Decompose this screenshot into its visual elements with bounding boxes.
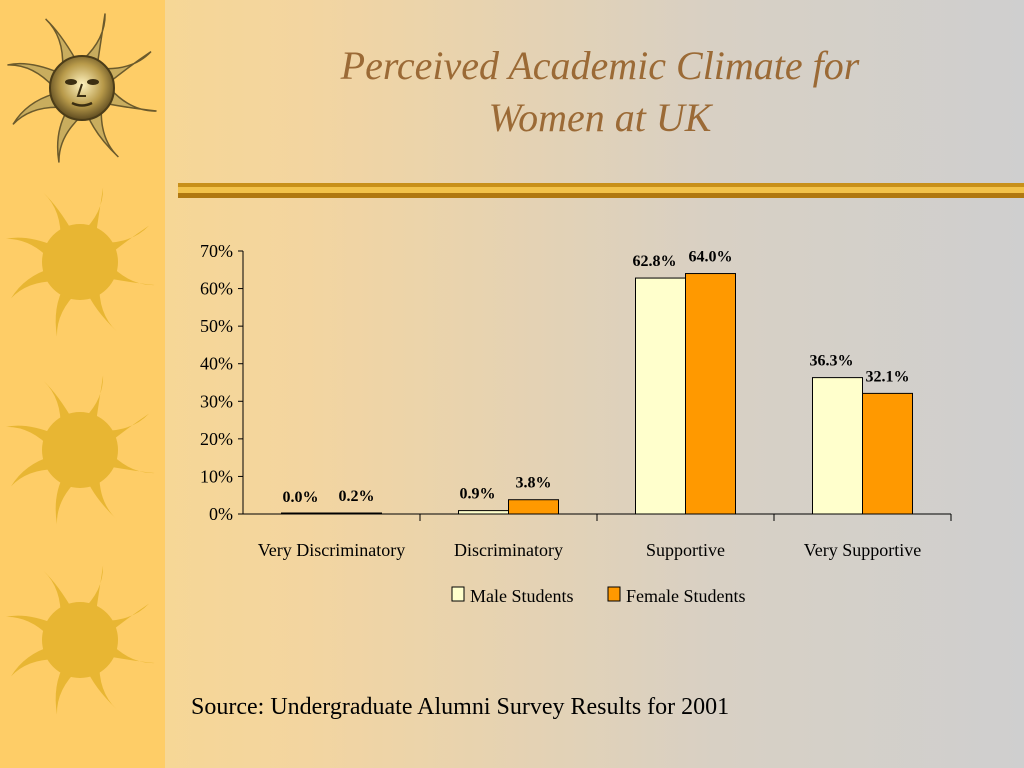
x-tick-label: Discriminatory <box>454 540 563 560</box>
sun-icon <box>5 565 155 715</box>
y-tick-label: 50% <box>200 316 233 336</box>
y-tick-label: 60% <box>200 279 233 299</box>
data-label: 0.2% <box>339 488 375 505</box>
data-label: 3.8% <box>516 475 552 492</box>
bar <box>331 512 382 515</box>
bar <box>458 510 509 515</box>
bar <box>508 499 559 515</box>
legend-swatch <box>607 586 621 602</box>
y-tick-label: 0% <box>209 504 233 524</box>
data-label: 0.9% <box>460 486 496 503</box>
x-tick-label: Supportive <box>646 540 725 560</box>
x-tick-label: Very Supportive <box>804 540 921 560</box>
y-tick-label: 40% <box>200 354 233 374</box>
title-line-1: Perceived Academic Climate for <box>340 43 860 88</box>
data-label: 64.0% <box>689 249 733 266</box>
legend-label: Female Students <box>626 586 746 606</box>
slide-title: Perceived Academic Climate for Women at … <box>200 40 1000 144</box>
bar <box>685 273 736 515</box>
sun-decorations <box>5 13 157 715</box>
title-divider-rule <box>178 183 1024 198</box>
bar <box>812 377 863 515</box>
bar <box>862 392 913 515</box>
source-note: Source: Undergraduate Alumni Survey Resu… <box>191 694 730 720</box>
decorative-sidebar <box>0 0 165 768</box>
data-label: 62.8% <box>633 253 677 270</box>
bar <box>635 277 686 515</box>
bar <box>281 512 332 515</box>
y-tick-label: 10% <box>200 466 233 486</box>
legend-label: Male Students <box>470 586 574 606</box>
data-label: 0.0% <box>283 489 319 506</box>
sun-icon <box>5 187 155 337</box>
x-tick-label: Very Discriminatory <box>258 540 405 560</box>
y-tick-label: 70% <box>200 241 233 261</box>
data-label: 32.1% <box>866 368 910 385</box>
y-tick-label: 20% <box>200 429 233 449</box>
sun-face-icon <box>7 13 157 163</box>
legend-swatch <box>451 586 465 602</box>
y-tick-label: 30% <box>200 391 233 411</box>
sun-icon <box>5 375 155 525</box>
title-line-2: Women at UK <box>488 95 712 140</box>
data-label: 36.3% <box>810 353 854 370</box>
